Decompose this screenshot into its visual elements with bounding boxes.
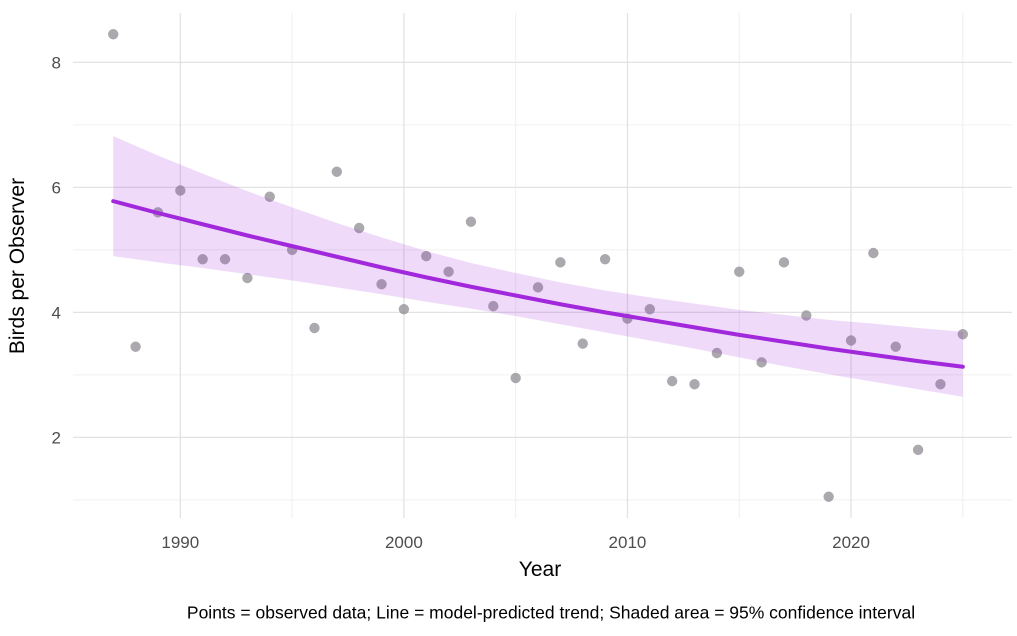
x-tick-label: 2020 xyxy=(832,533,870,552)
data-point xyxy=(242,272,253,284)
x-axis-title: Year xyxy=(518,558,562,581)
x-tick-label: 2000 xyxy=(385,533,423,552)
data-point xyxy=(890,341,901,352)
chart-caption: Points = observed data; Line = model-pre… xyxy=(186,602,916,623)
y-tick-label: 4 xyxy=(52,303,61,322)
data-point xyxy=(465,216,477,227)
data-point xyxy=(756,357,767,368)
data-point xyxy=(353,222,365,234)
data-point xyxy=(510,372,521,384)
data-point xyxy=(443,266,454,277)
data-point xyxy=(398,304,410,315)
data-point xyxy=(868,247,879,259)
data-point xyxy=(823,491,834,502)
data-point xyxy=(555,257,566,268)
data-point xyxy=(376,279,387,290)
data-point xyxy=(644,304,656,315)
data-point xyxy=(421,250,432,262)
data-point xyxy=(912,444,924,456)
y-axis-title: Birds per Observer xyxy=(6,177,29,355)
data-point xyxy=(331,166,343,177)
data-point xyxy=(197,254,208,265)
data-point xyxy=(734,266,745,277)
data-point xyxy=(599,254,611,265)
data-point xyxy=(801,310,812,321)
y-tick-label: 8 xyxy=(52,53,61,72)
data-point xyxy=(711,347,723,359)
data-point xyxy=(845,335,857,346)
x-tick-label: 1990 xyxy=(161,533,199,552)
y-tick-label: 6 xyxy=(52,178,61,197)
y-tick-label: 2 xyxy=(52,428,61,447)
data-point xyxy=(935,379,946,390)
data-point xyxy=(309,322,320,334)
data-point xyxy=(778,257,790,268)
data-point xyxy=(219,254,231,265)
data-point xyxy=(175,185,186,196)
data-point xyxy=(666,375,678,387)
data-point xyxy=(488,300,499,312)
data-point xyxy=(130,341,141,352)
data-point xyxy=(108,29,119,40)
data-point xyxy=(577,338,588,349)
data-point xyxy=(532,282,544,293)
data-point xyxy=(689,379,700,390)
data-point xyxy=(957,329,969,340)
ci-ribbon xyxy=(113,136,963,397)
x-tick-label: 2010 xyxy=(609,533,647,552)
trend-line xyxy=(111,199,965,369)
data-point xyxy=(264,191,275,202)
